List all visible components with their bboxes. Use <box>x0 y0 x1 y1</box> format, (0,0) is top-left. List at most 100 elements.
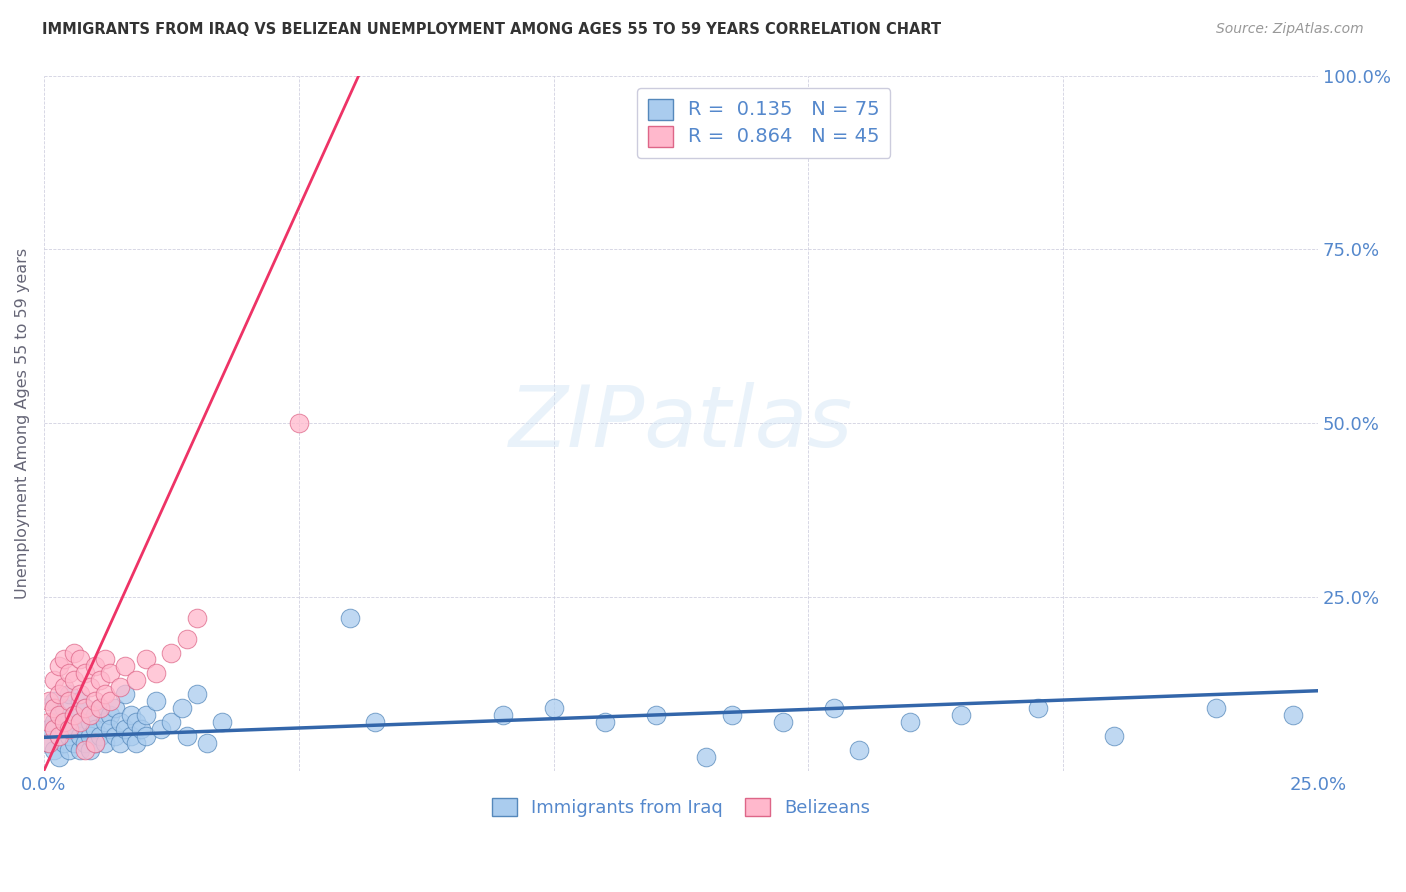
Point <box>364 714 387 729</box>
Point <box>58 666 80 681</box>
Point <box>94 714 117 729</box>
Point <box>58 722 80 736</box>
Point <box>160 646 183 660</box>
Point <box>53 714 76 729</box>
Point <box>73 743 96 757</box>
Point <box>53 680 76 694</box>
Point <box>98 708 121 723</box>
Point <box>48 687 70 701</box>
Point <box>63 708 86 723</box>
Point <box>38 694 60 708</box>
Point <box>38 736 60 750</box>
Point <box>53 736 76 750</box>
Point <box>94 687 117 701</box>
Point <box>89 701 111 715</box>
Point <box>150 722 173 736</box>
Point <box>69 714 91 729</box>
Point <box>53 701 76 715</box>
Point <box>58 729 80 743</box>
Point <box>110 714 132 729</box>
Point <box>63 646 86 660</box>
Point <box>135 652 157 666</box>
Point <box>58 687 80 701</box>
Point <box>823 701 845 715</box>
Point <box>644 708 666 723</box>
Point <box>1205 701 1227 715</box>
Point <box>1104 729 1126 743</box>
Point <box>1281 708 1303 723</box>
Point <box>83 659 105 673</box>
Point <box>69 652 91 666</box>
Point <box>83 736 105 750</box>
Point <box>48 708 70 723</box>
Point <box>58 714 80 729</box>
Point <box>135 729 157 743</box>
Point <box>176 632 198 646</box>
Point <box>79 743 101 757</box>
Point <box>114 659 136 673</box>
Point <box>63 722 86 736</box>
Point <box>83 694 105 708</box>
Point <box>129 722 152 736</box>
Point <box>79 729 101 743</box>
Point <box>42 673 65 688</box>
Point <box>170 701 193 715</box>
Point <box>898 714 921 729</box>
Point <box>950 708 973 723</box>
Point <box>42 701 65 715</box>
Text: ZIPatlas: ZIPatlas <box>509 382 853 465</box>
Point <box>73 701 96 715</box>
Point <box>114 722 136 736</box>
Point <box>48 729 70 743</box>
Point <box>287 416 309 430</box>
Point <box>135 708 157 723</box>
Point <box>69 687 91 701</box>
Point <box>48 749 70 764</box>
Point <box>195 736 218 750</box>
Point <box>211 714 233 729</box>
Point <box>53 652 76 666</box>
Point <box>114 687 136 701</box>
Point <box>42 722 65 736</box>
Point <box>186 687 208 701</box>
Point <box>1026 701 1049 715</box>
Point <box>48 708 70 723</box>
Point <box>176 729 198 743</box>
Point <box>58 694 80 708</box>
Point <box>110 680 132 694</box>
Point <box>186 611 208 625</box>
Point <box>48 659 70 673</box>
Point <box>73 736 96 750</box>
Point <box>42 694 65 708</box>
Point <box>98 694 121 708</box>
Point <box>110 736 132 750</box>
Point <box>83 722 105 736</box>
Point <box>53 722 76 736</box>
Point <box>145 666 167 681</box>
Point <box>160 714 183 729</box>
Text: Source: ZipAtlas.com: Source: ZipAtlas.com <box>1216 22 1364 37</box>
Point <box>73 666 96 681</box>
Text: IMMIGRANTS FROM IRAQ VS BELIZEAN UNEMPLOYMENT AMONG AGES 55 TO 59 YEARS CORRELAT: IMMIGRANTS FROM IRAQ VS BELIZEAN UNEMPLO… <box>42 22 941 37</box>
Point <box>98 722 121 736</box>
Point <box>124 714 146 729</box>
Point <box>69 729 91 743</box>
Point <box>89 673 111 688</box>
Point <box>69 714 91 729</box>
Y-axis label: Unemployment Among Ages 55 to 59 years: Unemployment Among Ages 55 to 59 years <box>15 248 30 599</box>
Point <box>42 714 65 729</box>
Point <box>73 722 96 736</box>
Point <box>69 694 91 708</box>
Point <box>124 673 146 688</box>
Point <box>69 743 91 757</box>
Point <box>120 708 142 723</box>
Point <box>94 652 117 666</box>
Point <box>79 708 101 723</box>
Point <box>79 680 101 694</box>
Point <box>38 722 60 736</box>
Point <box>120 729 142 743</box>
Point <box>543 701 565 715</box>
Point <box>73 701 96 715</box>
Point <box>848 743 870 757</box>
Point <box>94 736 117 750</box>
